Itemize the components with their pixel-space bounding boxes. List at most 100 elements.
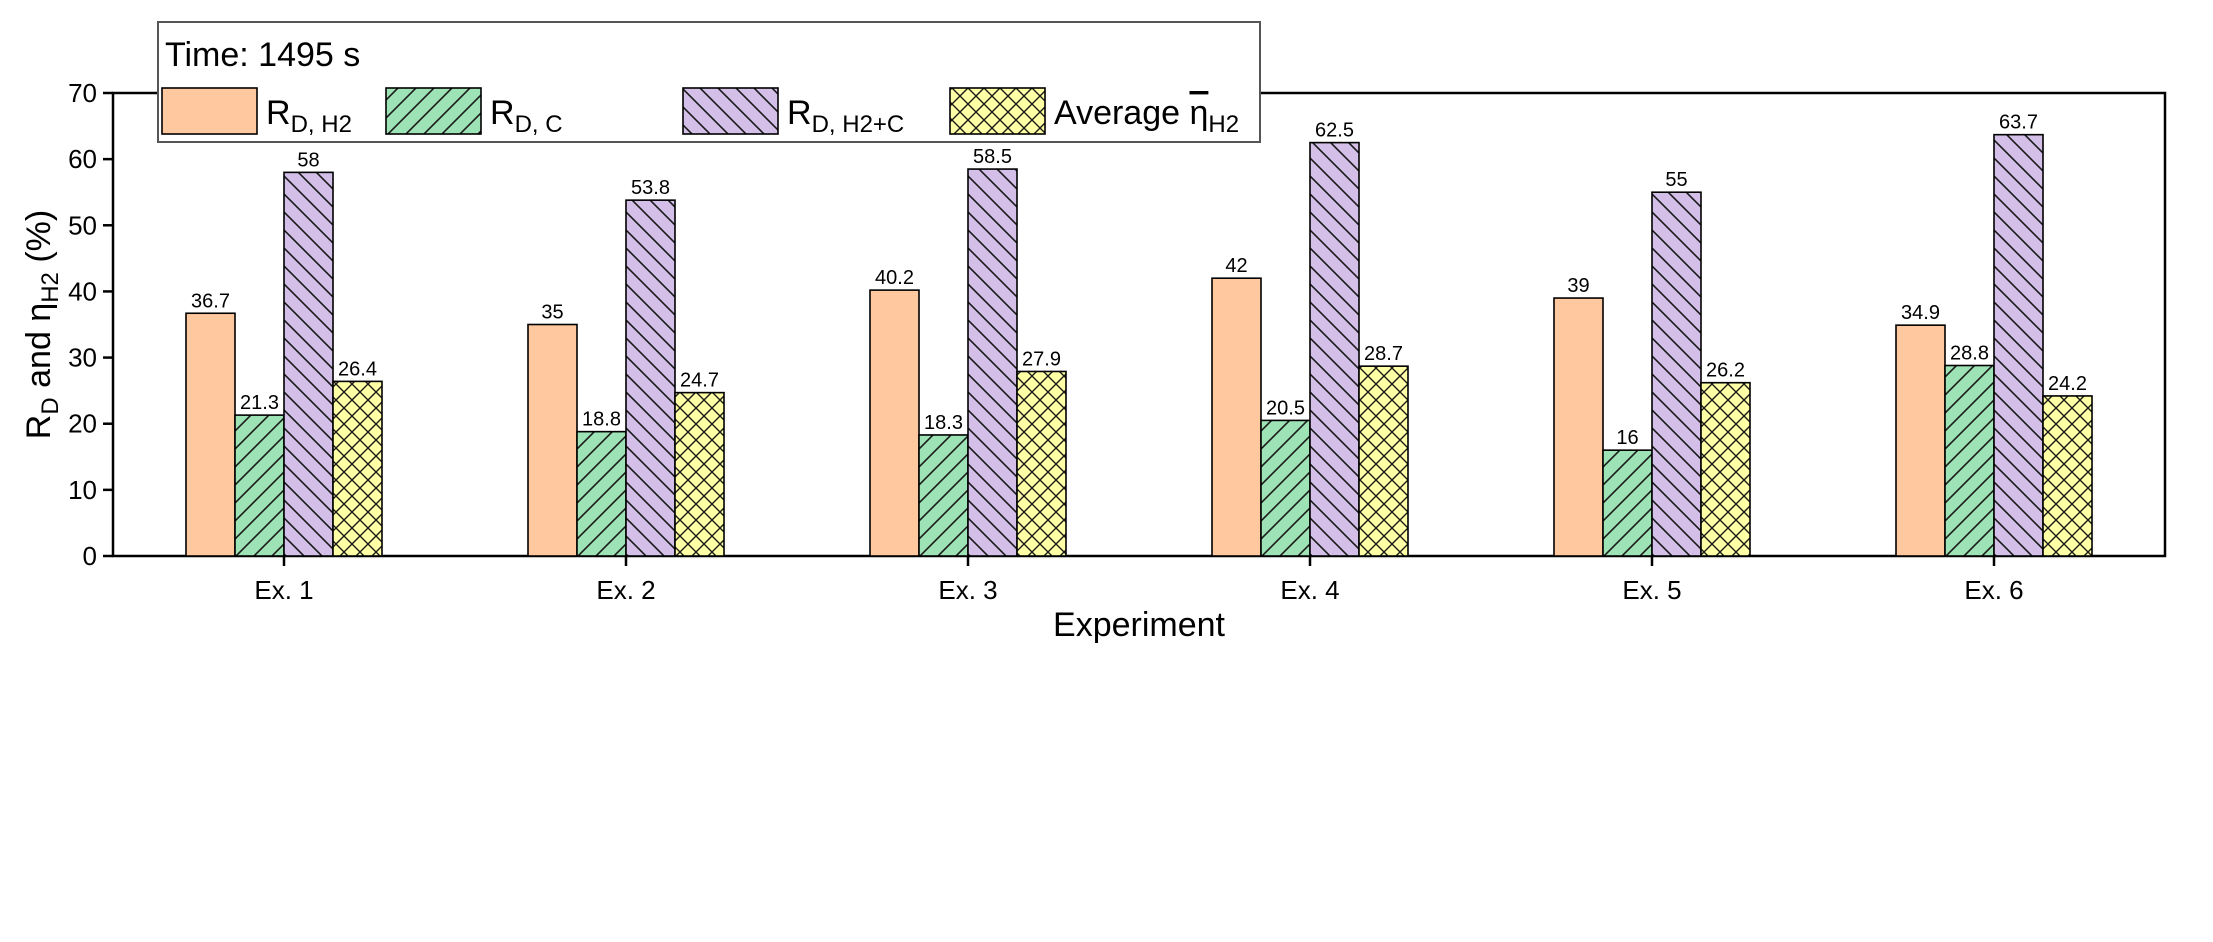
- bar: [1602, 449, 1653, 557]
- bar-value-label: 62.5: [1315, 120, 1354, 142]
- plot-area: 36.7 21.3 58 26.4 35 18.8 53.8 24.7 40.2 18.3 58.5…: [68, 78, 2167, 605]
- legend: Time: 1495 s RD, H2 RD, C RD, H2+C Average …: [157, 21, 1261, 143]
- bar-outline: [869, 289, 920, 557]
- bar-hatch: [1945, 365, 1994, 556]
- bar: [576, 430, 627, 557]
- y-tick-label: 30: [68, 343, 97, 373]
- bar-value-label: 36.7: [191, 290, 230, 312]
- legend-label-main: R: [490, 94, 515, 132]
- bar-outline: [1016, 370, 1067, 557]
- bar-value-label: 34.9: [1901, 302, 1940, 324]
- legend-swatch: [682, 87, 779, 135]
- y-axis-title-mid: and η: [20, 303, 58, 398]
- legend-item: Average ηH2: [949, 87, 1239, 138]
- bar-hatch: [1017, 371, 1066, 556]
- legend-swatch: [161, 87, 258, 135]
- bar-hatch: [968, 169, 1017, 557]
- bar-fill: [1896, 325, 1945, 556]
- bar-outline: [332, 380, 383, 557]
- y-axis-title-sub1: D: [37, 397, 64, 414]
- bar-outline: [625, 199, 676, 557]
- bar-hatch: [919, 434, 968, 556]
- bar-hatch: [284, 172, 333, 556]
- bar-value-label: 21.3: [240, 392, 279, 414]
- bar-value-label: 39: [1567, 275, 1589, 297]
- bar-value-label: 26.2: [1706, 360, 1745, 382]
- y-tick-label: 40: [68, 276, 97, 306]
- bar-outline: [1993, 133, 2044, 557]
- bar-fill: [186, 313, 235, 556]
- legend-swatch-outline: [385, 87, 482, 135]
- bar-value-label: 16: [1616, 427, 1638, 449]
- bar: [283, 171, 334, 557]
- bar-labels-group: 36.7 21.3 58 26.4 35 18.8 53.8 24.7 40.2 18.3 58.5…: [191, 112, 2087, 450]
- bar-hatch: [235, 415, 284, 556]
- legend-label-main: R: [266, 94, 291, 132]
- bar-hatch: [1603, 450, 1652, 556]
- bar-hatch: [1310, 142, 1359, 556]
- y-tick-label: 0: [83, 541, 97, 571]
- y-tick-label: 20: [68, 409, 97, 439]
- y-axis-title-main: R: [20, 415, 58, 440]
- bar-fill: [1212, 278, 1261, 556]
- bar-fill: [870, 290, 919, 556]
- legend-swatch-outline: [682, 87, 779, 135]
- bar: [1553, 297, 1604, 557]
- y-axis-title: RD and ηH2 (%): [20, 210, 64, 439]
- bar-outline: [1553, 297, 1604, 557]
- legend-label-sub: D, C: [515, 111, 563, 138]
- legend-label: RD, H2+C: [787, 94, 904, 138]
- bar: [918, 434, 969, 557]
- bar: [1651, 191, 1702, 557]
- y-tick-label: 50: [68, 210, 97, 240]
- bar-value-label: 24.2: [2048, 373, 2087, 395]
- bar-outline: [1700, 381, 1751, 557]
- bar-value-label: 55: [1665, 169, 1687, 191]
- legend-label: RD, H2: [266, 94, 352, 138]
- bar: [1993, 133, 2044, 557]
- bar-hatch: [1701, 382, 1750, 556]
- x-tick-label: Ex. 4: [1280, 575, 1339, 605]
- bar: [1016, 370, 1067, 557]
- bar-outline: [1651, 191, 1702, 557]
- y-axis-title-sub2: H2: [37, 272, 64, 303]
- bar-hatch: [577, 431, 626, 556]
- bar-hatch: [1261, 420, 1310, 556]
- legend-label-symbol: η: [1189, 94, 1208, 132]
- bar: [1895, 324, 1946, 557]
- legend-label-sub: D, H2: [291, 111, 352, 138]
- bar-hatch: [333, 381, 382, 556]
- bar-value-label: 53.8: [631, 177, 670, 199]
- bar: [185, 312, 236, 557]
- bar: [1358, 365, 1409, 557]
- bar: [527, 323, 578, 557]
- bar-outline: [967, 168, 1018, 557]
- bar-outline: [674, 391, 725, 557]
- bar: [1260, 419, 1311, 557]
- bar-value-label: 20.5: [1266, 397, 1305, 419]
- legend-swatch-hatch: [683, 88, 778, 134]
- bar-hatch: [2043, 395, 2092, 556]
- bar: [869, 289, 920, 557]
- legend-item: RD, C: [385, 87, 563, 138]
- bar-value-label: 24.7: [680, 370, 719, 392]
- legend-swatch-hatch: [950, 88, 1045, 134]
- bar-outline: [2042, 395, 2093, 557]
- y-tick-label: 60: [68, 144, 97, 174]
- y-tick-label: 70: [68, 78, 97, 108]
- y-axis-title-end: (%): [20, 210, 58, 272]
- legend-items: RD, H2 RD, C RD, H2+C Average ηH2: [161, 87, 1239, 138]
- x-tick-label: Ex. 2: [596, 575, 655, 605]
- bars-group: [185, 133, 2093, 557]
- y-axis: 0 10 20 30 40 50 60 70: [68, 78, 113, 571]
- legend-label-sub: D, H2+C: [812, 111, 905, 138]
- bar: [332, 380, 383, 557]
- legend-title: Time: 1495 s: [165, 36, 360, 74]
- bar: [2042, 395, 2093, 557]
- bar: [1944, 364, 1995, 557]
- bar-value-label: 27.9: [1022, 348, 1061, 370]
- bar-hatch: [1994, 134, 2043, 557]
- x-tick-label: Ex. 5: [1622, 575, 1681, 605]
- bar-value-label: 63.7: [1999, 112, 2038, 134]
